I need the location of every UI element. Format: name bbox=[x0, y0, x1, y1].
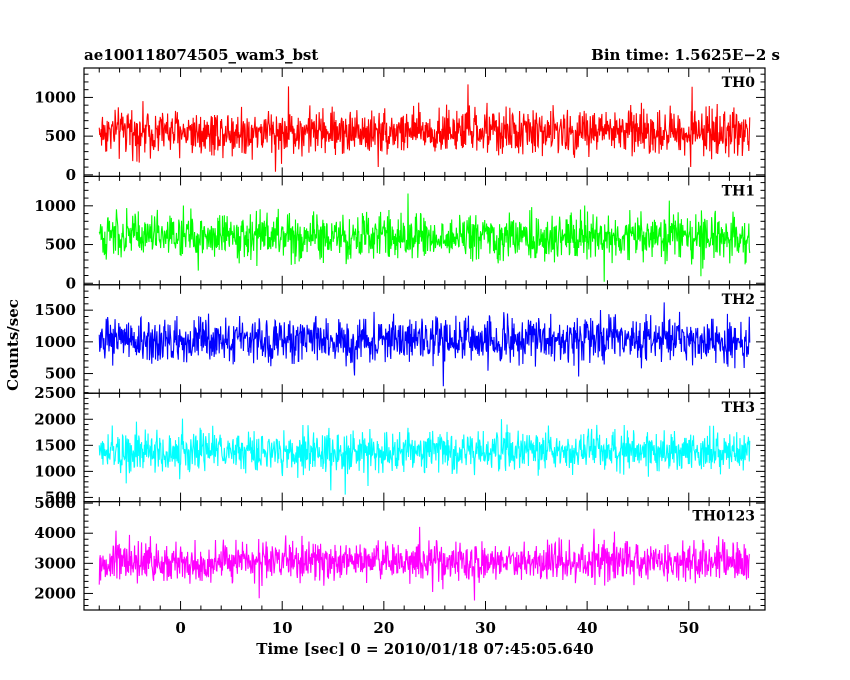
x-tick-label: 10 bbox=[272, 619, 293, 637]
y-tick-label: 2000 bbox=[34, 410, 76, 428]
x-axis: 0 10 20 30 40 50 bbox=[175, 619, 699, 637]
series-th3 bbox=[98, 418, 751, 495]
panel-label-th0123: TH0123 bbox=[692, 509, 755, 525]
y-tick-label: 4000 bbox=[34, 524, 76, 542]
panel-label-th2: TH2 bbox=[722, 292, 755, 308]
panel-label-th0: TH0 bbox=[722, 75, 756, 91]
panel-label-th1: TH1 bbox=[722, 183, 755, 199]
y-tick-label: 500 bbox=[45, 236, 76, 254]
bin-time-label: Bin time: 1.5625E−2 s bbox=[591, 46, 780, 64]
panel-th0123: 2000 3000 4000 5000 TH0123 bbox=[34, 494, 766, 611]
panel-th2: 500 1000 1500 TH2 bbox=[34, 284, 766, 394]
x-tick-label: 40 bbox=[577, 619, 598, 637]
y-tick-label: 500 bbox=[45, 488, 76, 506]
panel-th0: 0 500 1000 TH0 bbox=[34, 67, 766, 184]
x-axis-label: Time [sec] 0 = 2010/01/18 07:45:05.640 bbox=[256, 640, 593, 658]
y-tick-label: 1500 bbox=[34, 301, 76, 319]
y-tick-label: 1000 bbox=[34, 333, 76, 351]
x-tick-label: 20 bbox=[373, 619, 394, 637]
y-tick-label: 5000 bbox=[34, 494, 76, 512]
y-tick-label: 1000 bbox=[34, 462, 76, 480]
panel-label-th3: TH3 bbox=[722, 400, 755, 416]
panel-th1: 0 500 1000 TH1 bbox=[34, 175, 766, 292]
y-tick-label: 2500 bbox=[34, 384, 76, 402]
series-th1 bbox=[98, 193, 751, 282]
series-th2 bbox=[98, 302, 751, 387]
y-tick-label: 0 bbox=[66, 274, 76, 292]
y-axis-label: Counts/sec bbox=[4, 299, 22, 391]
y-tick-label: 1000 bbox=[34, 88, 76, 106]
panels-group: 0 500 1000 TH0 0 500 1000 TH1 500 1000 1500 TH2 500 1… bbox=[34, 67, 766, 611]
y-tick-label: 2000 bbox=[34, 584, 76, 602]
y-tick-label: 0 bbox=[66, 166, 76, 184]
panel-th3: 500 1000 1500 2000 2500 TH3 bbox=[34, 384, 766, 506]
x-tick-label: 30 bbox=[475, 619, 496, 637]
x-tick-label: 50 bbox=[678, 619, 699, 637]
x-tick-label: 0 bbox=[175, 619, 185, 637]
y-tick-label: 500 bbox=[45, 365, 76, 383]
y-tick-label: 3000 bbox=[34, 554, 76, 572]
chart-title: ae100118074505_wam3_bst bbox=[84, 46, 318, 64]
series-th0123 bbox=[98, 526, 751, 601]
y-tick-label: 500 bbox=[45, 127, 76, 145]
series-th0 bbox=[98, 84, 751, 172]
y-tick-label: 1500 bbox=[34, 436, 76, 454]
y-tick-label: 1000 bbox=[34, 197, 76, 215]
panel-frame bbox=[83, 67, 766, 178]
